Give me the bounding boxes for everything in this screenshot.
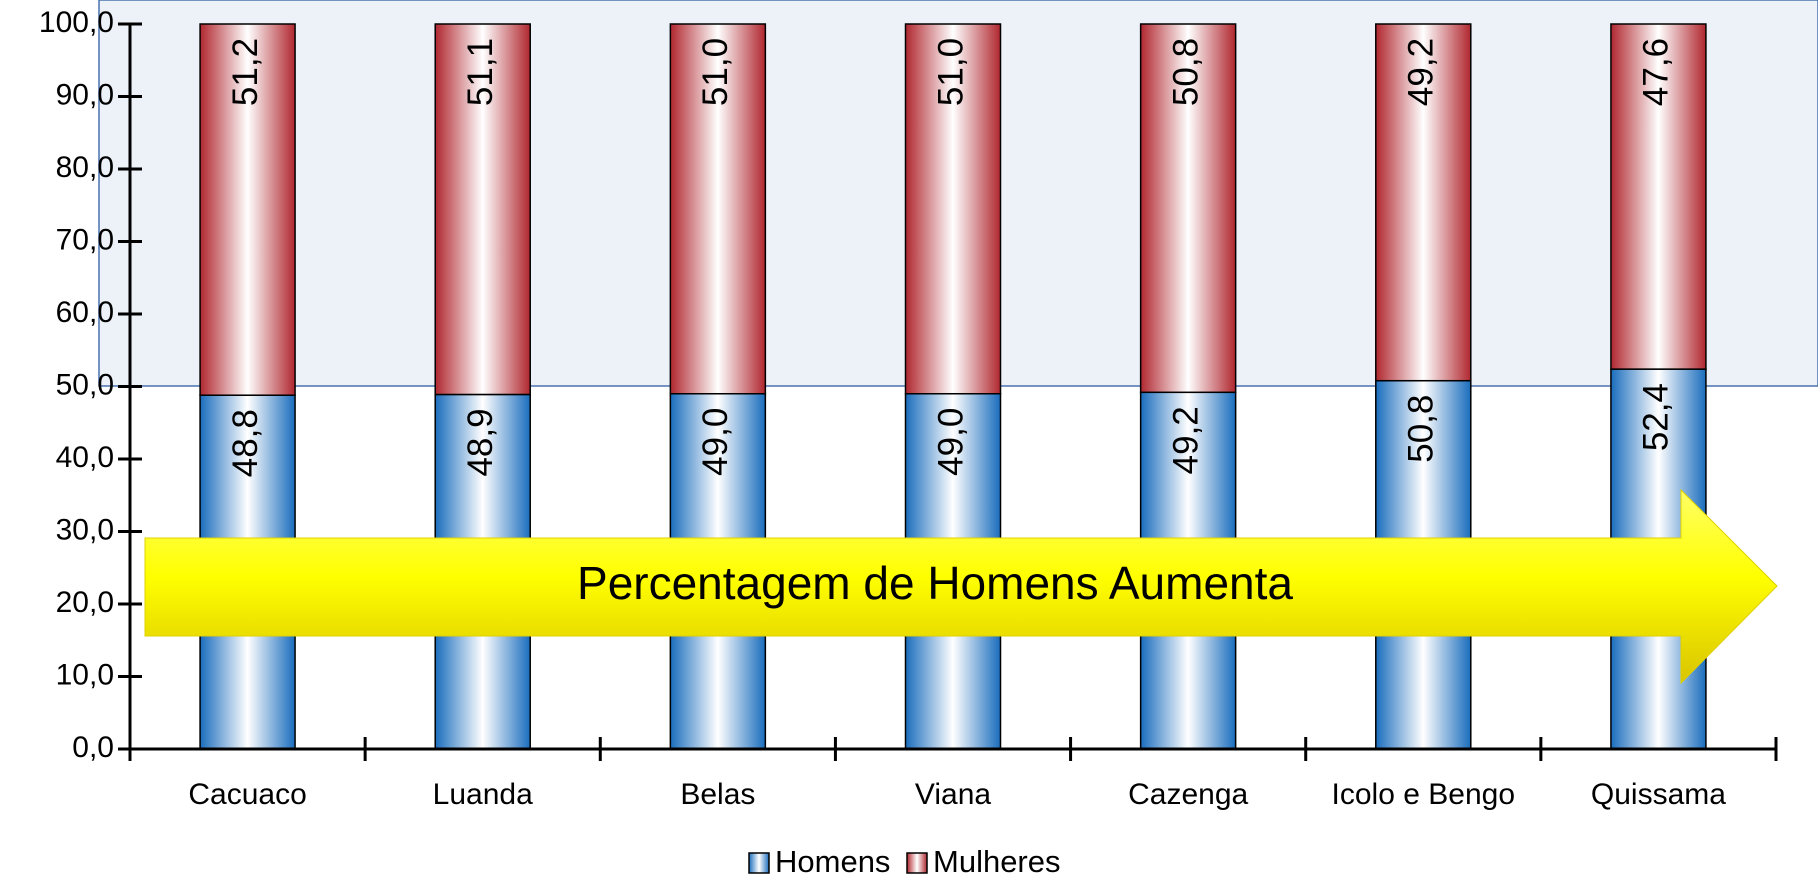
annotation: Percentagem de Homens Aumenta <box>577 557 1293 609</box>
value-label: 51,0 <box>696 38 735 106</box>
bar-segment <box>434 23 531 396</box>
x-tick-label: Cazenga <box>1128 778 1248 811</box>
bar-segment <box>1375 23 1472 382</box>
y-tick-label: 90,0 <box>56 78 114 111</box>
legend: Homens Mulheres <box>748 844 1061 879</box>
value-label: 51,1 <box>461 38 500 106</box>
value-label: 49,0 <box>696 408 735 476</box>
y-tick-label: 30,0 <box>56 513 114 546</box>
annotation-layer: Percentagem de Homens Aumenta <box>144 488 1778 685</box>
x-tick-label: Viana <box>915 778 992 811</box>
y-tick-label: 80,0 <box>56 151 114 184</box>
value-label: 49,2 <box>1166 406 1205 474</box>
value-label: 50,8 <box>1166 38 1205 106</box>
value-label: 50,8 <box>1402 395 1441 463</box>
y-tick-label: 50,0 <box>56 368 114 401</box>
value-label: 52,4 <box>1637 383 1676 451</box>
legend-label: Mulheres <box>933 844 1061 879</box>
bar-segment <box>1610 23 1707 370</box>
value-label: 51,0 <box>931 38 970 106</box>
arrow <box>144 488 1778 685</box>
legend-swatch <box>748 852 770 874</box>
y-tick-label: 0,0 <box>72 731 114 764</box>
value-label: 49,2 <box>1402 38 1441 106</box>
bar-segment <box>199 23 296 396</box>
value-label: 47,6 <box>1637 38 1676 106</box>
x-tick-label: Belas <box>680 778 755 811</box>
value-label: 51,2 <box>226 38 265 106</box>
x-tick-label: Luanda <box>433 778 533 811</box>
value-label: 49,0 <box>931 408 970 476</box>
value-label: 48,9 <box>461 408 500 476</box>
legend-label: Homens <box>775 844 890 879</box>
y-tick-label: 60,0 <box>56 296 114 329</box>
y-tick-label: 100,0 <box>39 6 114 39</box>
bar-segment <box>1139 23 1237 394</box>
y-tick-label: 20,0 <box>56 586 114 619</box>
value-label: 48,8 <box>226 409 265 477</box>
x-tick-label: Cacuaco <box>188 778 306 811</box>
bar-segment <box>904 23 1002 395</box>
x-tick-label: Quissama <box>1591 778 1726 811</box>
x-tick-label: Icolo e Bengo <box>1332 778 1515 811</box>
y-tick-label: 10,0 <box>56 658 114 691</box>
y-tick-label: 40,0 <box>56 441 114 474</box>
bar-segment <box>669 23 767 395</box>
legend-swatch <box>906 852 928 874</box>
y-tick-label: 70,0 <box>56 223 114 256</box>
